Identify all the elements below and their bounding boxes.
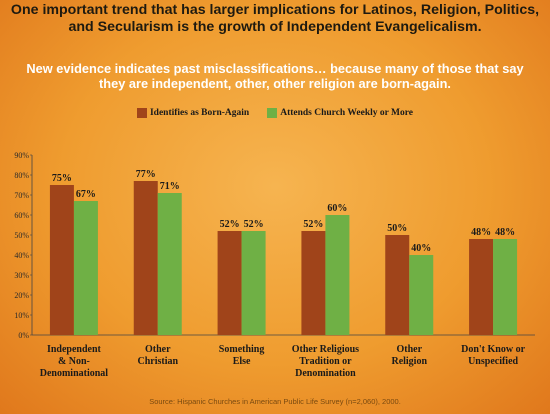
legend-swatch-born-again: [136, 108, 147, 118]
bar-attends-church: [73, 201, 98, 335]
bar-born-again: [469, 239, 494, 335]
bar-attends-church: [325, 215, 350, 335]
y-tick-label: 80%: [14, 171, 29, 180]
category-label-line: Christian: [137, 356, 178, 367]
category-label: Other Religion: [391, 344, 427, 367]
category-label-line: Religion: [391, 356, 427, 367]
category-label-line: Tradition or: [299, 356, 352, 367]
category-label-line: Denomination: [295, 368, 356, 379]
data-label: 75%: [52, 173, 72, 184]
legend-label-attends-church: Attends Church Weekly or More: [280, 108, 414, 118]
data-label: 50%: [387, 223, 407, 234]
y-tick-label: 0%: [18, 331, 29, 340]
y-tick-label: 60%: [14, 211, 29, 220]
data-label: 67%: [76, 189, 96, 200]
category-label: Other Christian: [137, 344, 178, 367]
legend-item-attends-church: Attends Church Weekly or More: [267, 108, 413, 118]
data-label: 77%: [136, 169, 156, 180]
y-tick-label: 20%: [14, 291, 29, 300]
category-label-line: Don't Know or: [461, 344, 525, 355]
bar-chart: 0% 10% 20% 30% 40% 50% 60% 70% 80% 90% 75% 67% Indep…: [14, 151, 535, 379]
category-label-line: Something: [219, 344, 265, 355]
source-note: Source: Hispanic Churches in American Pu…: [149, 397, 401, 406]
y-tick-label: 30%: [14, 271, 29, 280]
bar-born-again: [217, 231, 242, 335]
bar-attends-church: [493, 239, 518, 335]
category-label-line: Other Religious: [292, 344, 359, 355]
bar-born-again: [301, 231, 326, 335]
data-label: 40%: [411, 243, 431, 254]
category-label: Something Else: [219, 344, 265, 367]
data-label: 71%: [160, 181, 180, 192]
y-tick-label: 40%: [14, 251, 29, 260]
y-tick-label: 90%: [14, 151, 29, 160]
category-label-line: Else: [233, 356, 251, 367]
category-label-line: Denominational: [40, 368, 109, 379]
data-label: 48%: [495, 227, 515, 238]
bar-born-again: [385, 235, 410, 335]
y-tick-label: 10%: [14, 311, 29, 320]
y-tick-label: 50%: [14, 231, 29, 240]
data-label: 52%: [303, 219, 323, 230]
category-label-line: Unspecified: [468, 356, 518, 367]
legend-swatch-attends-church: [267, 108, 278, 118]
legend-label-born-again: Identifies as Born-Again: [149, 108, 250, 118]
bar-born-again: [49, 185, 74, 335]
category-label-line: Other: [145, 344, 171, 355]
chart-legend: Identifies as Born-Again Attends Church …: [0, 108, 550, 118]
category-label-line: Independent: [47, 344, 102, 355]
slide-headline: One important trend that has larger impl…: [10, 2, 540, 35]
category-label: Don't Know or Unspecified: [461, 344, 525, 367]
y-tick-label: 70%: [14, 191, 29, 200]
data-label: 52%: [220, 219, 240, 230]
data-label: 60%: [327, 203, 347, 214]
bar-attends-church: [409, 255, 434, 335]
legend-item-born-again: Identifies as Born-Again: [136, 108, 250, 118]
bar-attends-church: [241, 231, 266, 335]
data-label: 52%: [244, 219, 264, 230]
category-label: Other Religious Tradition or Denomination: [292, 344, 359, 379]
category-label: Independent & Non-Denominational: [40, 344, 109, 379]
category-label-line: & Non-: [58, 356, 90, 367]
category-label-line: Other: [396, 344, 422, 355]
bar-attends-church: [157, 193, 182, 335]
data-label: 48%: [471, 227, 491, 238]
slide-subheadline: New evidence indicates past misclassific…: [26, 61, 524, 91]
bar-born-again: [133, 181, 158, 335]
